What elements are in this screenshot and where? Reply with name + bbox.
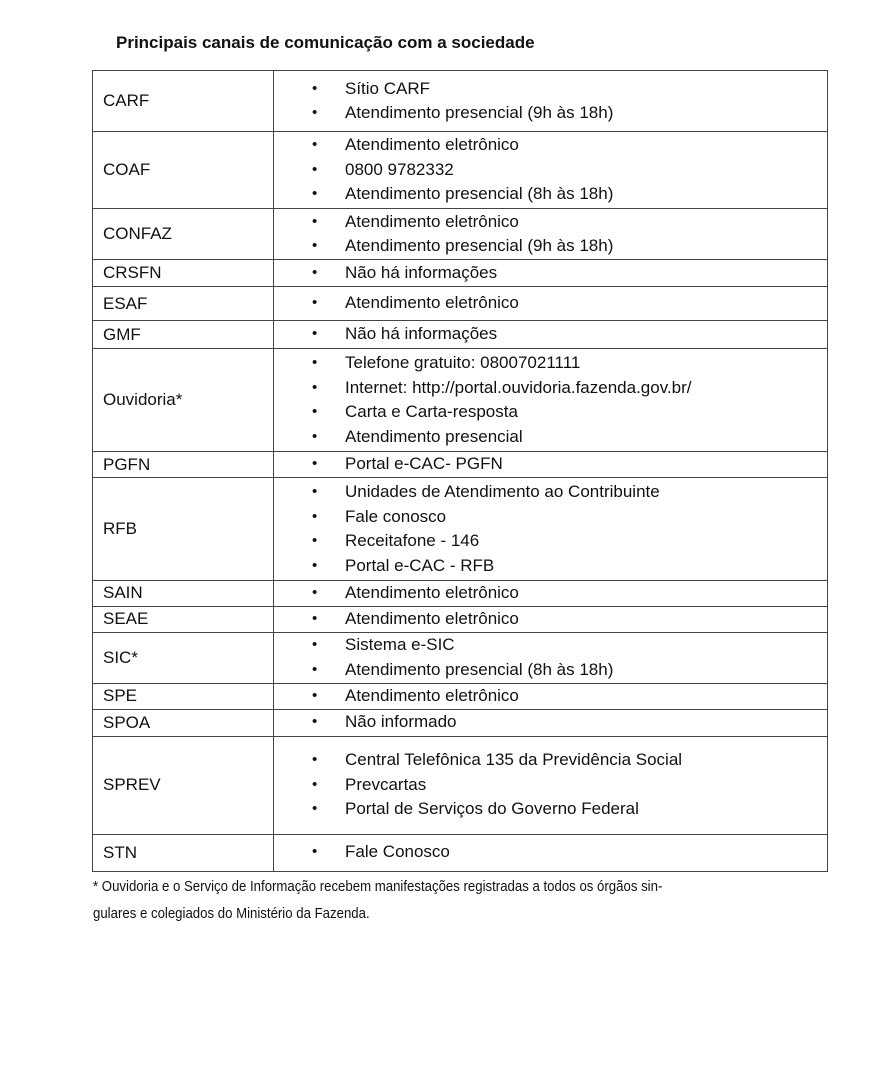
org-cell: CARF: [92, 70, 274, 132]
table-row: STNFale Conosco: [92, 833, 828, 872]
channel-item: Não informado: [274, 710, 827, 735]
table-row: SPOANão informado: [92, 708, 828, 737]
org-cell: Ouvidoria*: [92, 348, 274, 452]
channel-list: Fale Conosco: [274, 840, 827, 865]
channel-item: Atendimento presencial (8h às 18h): [274, 658, 827, 683]
channels-cell: Atendimento eletrônico: [273, 286, 828, 321]
org-cell: SPREV: [92, 735, 274, 835]
channels-cell: Portal e-CAC- PGFN: [273, 451, 828, 478]
table-row: RFBUnidades de Atendimento ao Contribuin…: [92, 477, 828, 581]
channel-item: Atendimento presencial (9h às 18h): [274, 101, 827, 126]
channel-list: Atendimento eletrônico: [274, 291, 827, 316]
channel-item: 0800 9782332: [274, 158, 827, 183]
channel-item: Atendimento eletrônico: [274, 581, 827, 606]
org-cell: RFB: [92, 477, 274, 581]
channels-cell: Atendimento eletrônico0800 9782332Atendi…: [273, 131, 828, 209]
channel-list: Central Telefônica 135 da Previdência So…: [274, 748, 827, 822]
channel-item: Atendimento presencial (8h às 18h): [274, 182, 827, 207]
channel-list: Sítio CARFAtendimento presencial (9h às …: [274, 77, 827, 126]
channel-list: Atendimento eletrônico: [274, 607, 827, 632]
channel-item: Internet: http://portal.ouvidoria.fazend…: [274, 376, 827, 401]
table-row: Ouvidoria*Telefone gratuito: 08007021111…: [92, 348, 828, 452]
channel-item: Fale Conosco: [274, 840, 827, 865]
channel-item: Atendimento eletrônico: [274, 607, 827, 632]
channel-item: Atendimento eletrônico: [274, 291, 827, 316]
channels-cell: Atendimento eletrônicoAtendimento presen…: [273, 208, 828, 260]
table-row: COAFAtendimento eletrônico0800 9782332At…: [92, 131, 828, 209]
channel-item: Não há informações: [274, 322, 827, 347]
table-row: CARFSítio CARFAtendimento presencial (9h…: [92, 70, 828, 132]
channel-item: Sítio CARF: [274, 77, 827, 102]
org-cell: CRSFN: [92, 259, 274, 287]
org-cell: SPOA: [92, 708, 274, 737]
org-cell: SEAE: [92, 605, 274, 633]
footnote-line-1: * Ouvidoria e o Serviço de Informação re…: [93, 878, 663, 895]
channel-list: Atendimento eletrônico: [274, 684, 827, 709]
table-row: CRSFNNão há informações: [92, 259, 828, 287]
channel-item: Portal de Serviços do Governo Federal: [274, 797, 827, 822]
channels-cell: Central Telefônica 135 da Previdência So…: [273, 735, 828, 835]
table-title: Principais canais de comunicação com a s…: [116, 33, 535, 52]
channels-cell: Unidades de Atendimento ao ContribuinteF…: [273, 477, 828, 581]
channel-list: Atendimento eletrônico: [274, 581, 827, 606]
channels-cell: Não há informações: [273, 259, 828, 287]
footnote-line-2: gulares e colegiados do Ministério da Fa…: [93, 905, 370, 922]
org-cell: SAIN: [92, 580, 274, 607]
table-row: SPREVCentral Telefônica 135 da Previdênc…: [92, 735, 828, 835]
org-cell: CONFAZ: [92, 208, 274, 260]
channel-item: Portal e-CAC - RFB: [274, 554, 827, 579]
org-cell: ESAF: [92, 286, 274, 321]
channel-list: Portal e-CAC- PGFN: [274, 452, 827, 477]
channel-item: Atendimento eletrônico: [274, 210, 827, 235]
table-row: PGFNPortal e-CAC- PGFN: [92, 451, 828, 478]
channel-list: Atendimento eletrônicoAtendimento presen…: [274, 210, 827, 259]
channels-table: CARFSítio CARFAtendimento presencial (9h…: [92, 70, 828, 872]
channel-item: Prevcartas: [274, 773, 827, 798]
channel-list: Não há informações: [274, 261, 827, 286]
channel-list: Não há informações: [274, 322, 827, 347]
channels-cell: Fale Conosco: [273, 833, 828, 872]
channel-list: Telefone gratuito: 08007021111Internet: …: [274, 351, 827, 449]
channel-item: Atendimento eletrônico: [274, 684, 827, 709]
channel-item: Carta e Carta-resposta: [274, 400, 827, 425]
channels-cell: Sítio CARFAtendimento presencial (9h às …: [273, 70, 828, 132]
channel-list: Atendimento eletrônico0800 9782332Atendi…: [274, 133, 827, 207]
table-row: ESAFAtendimento eletrônico: [92, 286, 828, 321]
table-row: SPEAtendimento eletrônico: [92, 682, 828, 710]
channels-cell: Sistema e-SICAtendimento presencial (8h …: [273, 631, 828, 684]
channel-list: Unidades de Atendimento ao ContribuinteF…: [274, 480, 827, 578]
channels-cell: Atendimento eletrônico: [273, 580, 828, 607]
channel-item: Não há informações: [274, 261, 827, 286]
channel-item: Atendimento presencial (9h às 18h): [274, 234, 827, 259]
channel-item: Receitafone - 146: [274, 529, 827, 554]
channel-item: Atendimento presencial: [274, 425, 827, 450]
channels-cell: Não há informações: [273, 320, 828, 349]
channel-item: Central Telefônica 135 da Previdência So…: [274, 748, 827, 773]
org-cell: COAF: [92, 131, 274, 209]
channel-item: Fale conosco: [274, 505, 827, 530]
channel-item: Sistema e-SIC: [274, 633, 827, 658]
channels-cell: Atendimento eletrônico: [273, 682, 828, 710]
channels-cell: Não informado: [273, 708, 828, 737]
org-cell: GMF: [92, 320, 274, 349]
channel-item: Unidades de Atendimento ao Contribuinte: [274, 480, 827, 505]
table-row: SAINAtendimento eletrônico: [92, 580, 828, 607]
table-row: GMFNão há informações: [92, 320, 828, 349]
channel-list: Sistema e-SICAtendimento presencial (8h …: [274, 633, 827, 682]
org-cell: STN: [92, 833, 274, 872]
table-row: CONFAZAtendimento eletrônicoAtendimento …: [92, 208, 828, 260]
table-row: SEAEAtendimento eletrônico: [92, 605, 828, 633]
channels-cell: Telefone gratuito: 08007021111Internet: …: [273, 348, 828, 452]
org-cell: PGFN: [92, 451, 274, 478]
channel-item: Portal e-CAC- PGFN: [274, 452, 827, 477]
channels-cell: Atendimento eletrônico: [273, 605, 828, 633]
footnote: * Ouvidoria e o Serviço de Informação re…: [93, 873, 832, 927]
table-row: SIC*Sistema e-SICAtendimento presencial …: [92, 631, 828, 684]
channel-item: Telefone gratuito: 08007021111: [274, 351, 827, 376]
channel-list: Não informado: [274, 710, 827, 735]
org-cell: SIC*: [92, 631, 274, 684]
org-cell: SPE: [92, 682, 274, 710]
channel-item: Atendimento eletrônico: [274, 133, 827, 158]
